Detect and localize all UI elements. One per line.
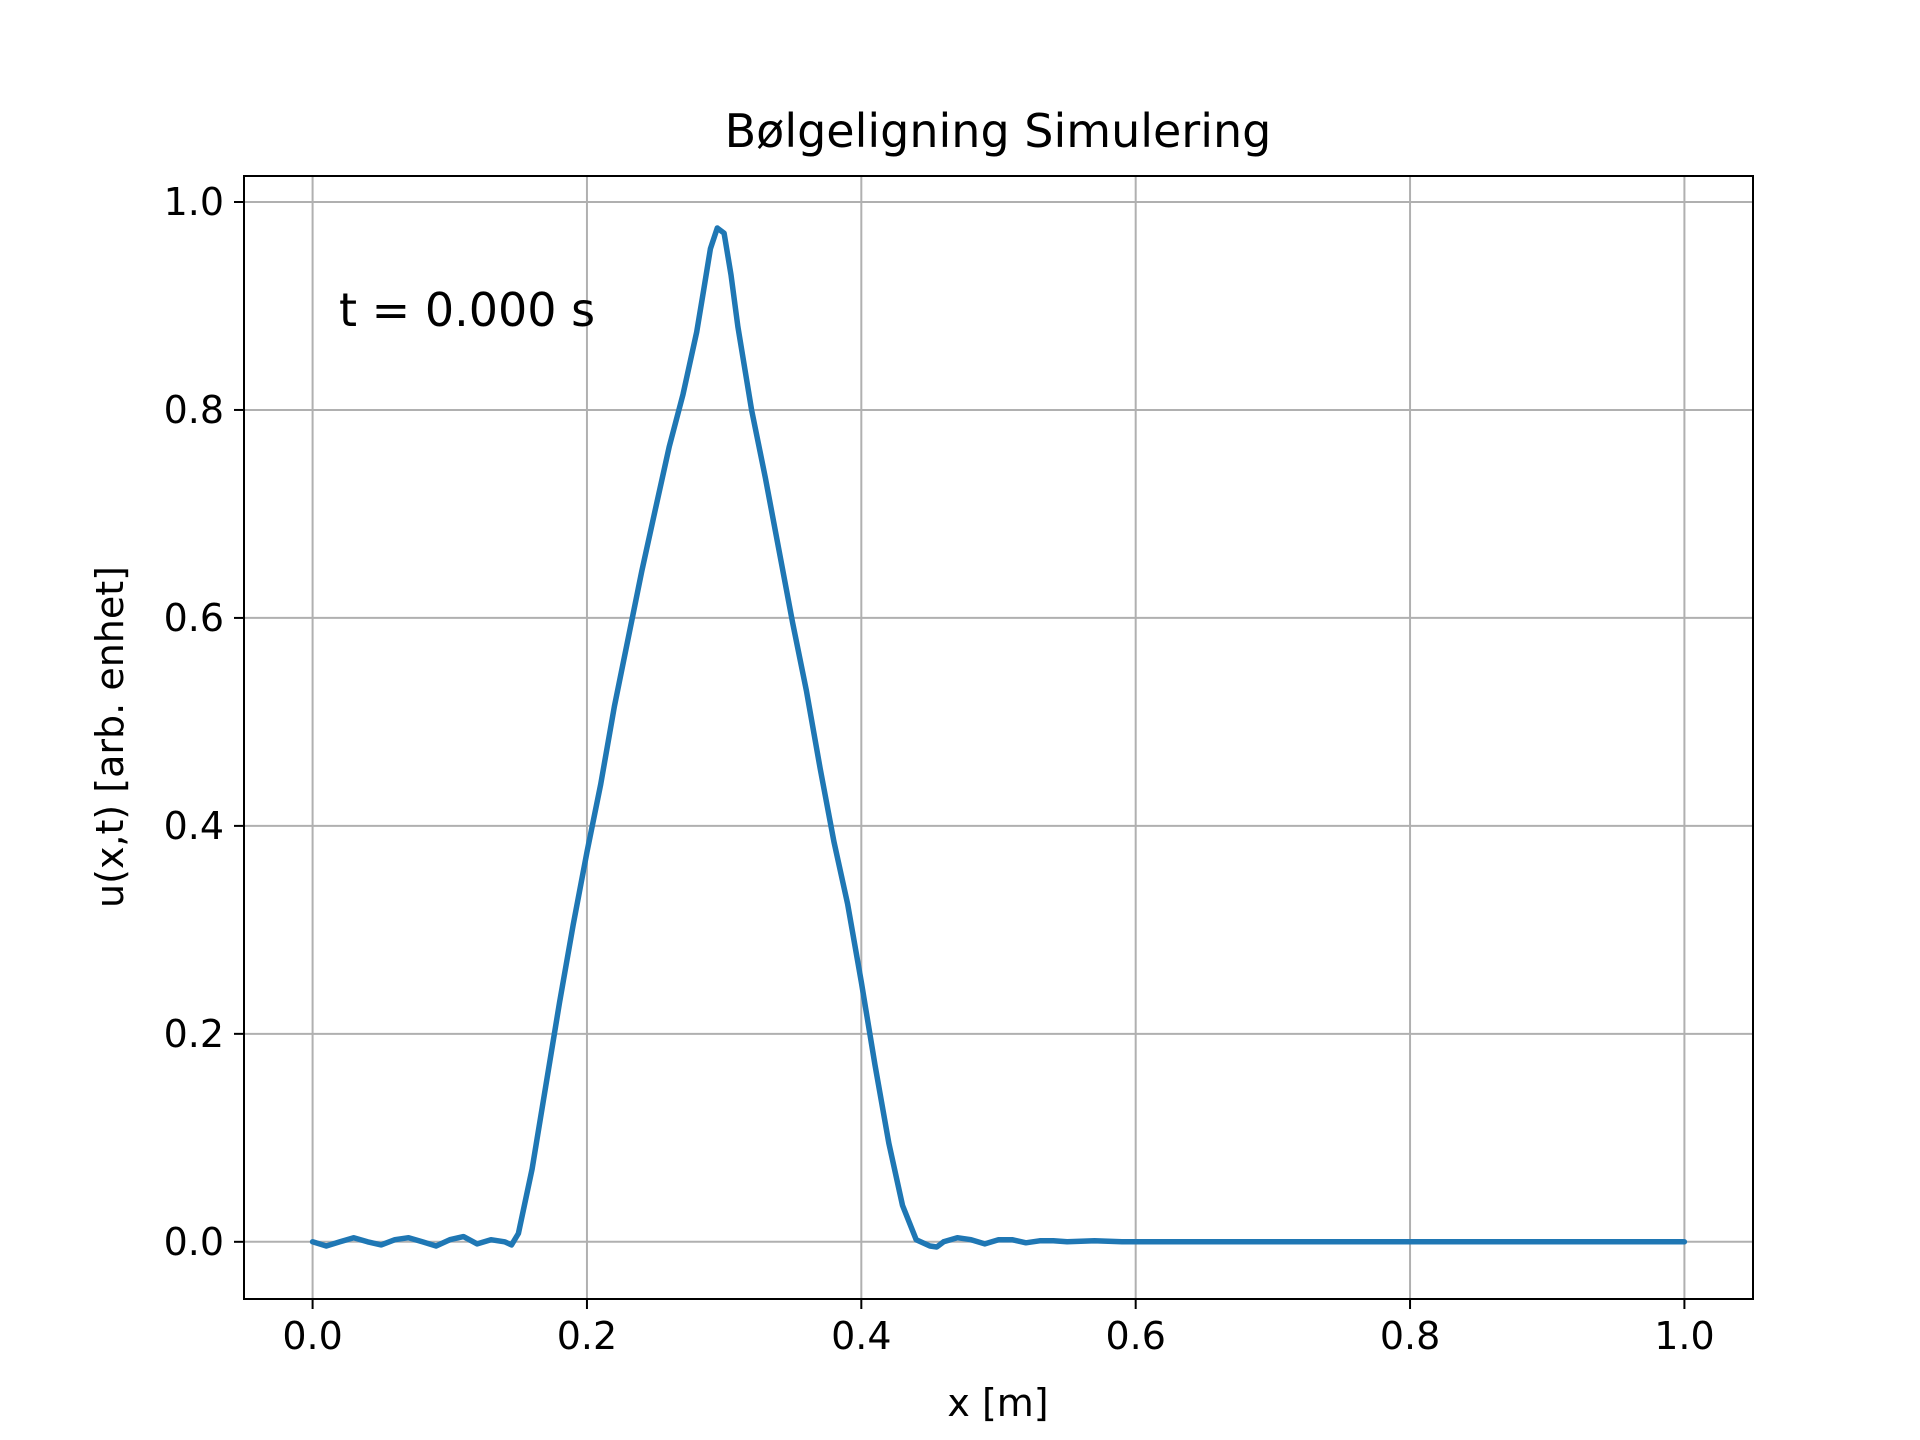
y-tick-label: 0.0 [164,1220,224,1264]
y-tick-label: 0.8 [164,388,224,432]
plot-frame [243,175,1754,1300]
x-tick-label: 0.4 [831,1314,891,1358]
series-line [309,225,1688,1250]
y-tick-label: 0.2 [164,1012,224,1056]
x-tick-label: 0.0 [282,1314,342,1358]
series-layer [309,225,1688,1250]
x-tick-label: 0.6 [1105,1314,1165,1358]
y-axis-label: u(x,t) [arb. enhet] [88,566,132,908]
x-tick-label: 0.8 [1380,1314,1440,1358]
y-tick-label: 1.0 [164,180,224,224]
grid [244,176,1753,1299]
x-tick-label: 1.0 [1654,1314,1714,1358]
time-annotation: t = 0.000 s [339,283,595,337]
x-axis-label: x [m] [947,1381,1048,1425]
ticks: 0.0 0.2 0.4 0.6 0.8 1.0 0.0 0.2 0.4 0.6 0.8 1.0 [164,180,1715,1358]
y-tick-label: 0.4 [164,804,224,848]
x-tick-label: 0.2 [557,1314,617,1358]
y-tick-label: 0.6 [164,596,224,640]
chart-title: Bølgeligning Simulering [725,104,1272,158]
